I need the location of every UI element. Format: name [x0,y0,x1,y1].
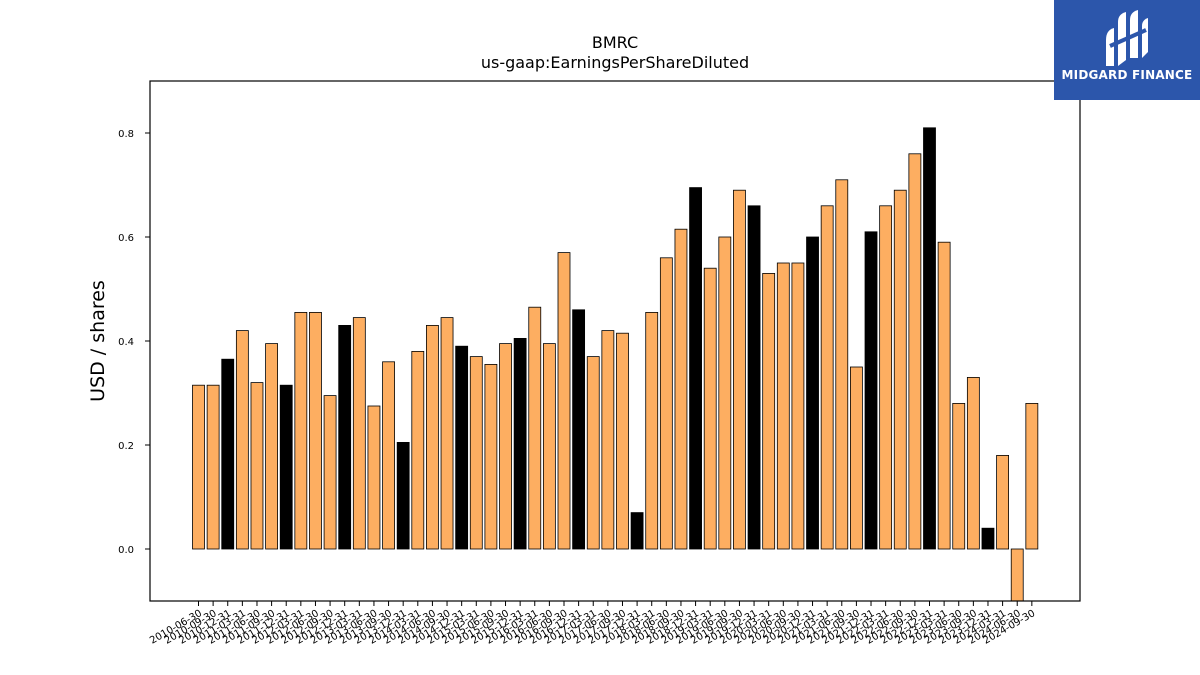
bars-group [192,127,1039,601]
bar-2011-12-31 [279,384,293,550]
bar-2011-03-31 [235,330,249,550]
bar-2015-03-31 [469,356,483,550]
bar-2019-06-30 [718,236,732,550]
bar-2018-06-30 [659,257,673,550]
bar-2014-09-30 [440,317,454,550]
bar-2012-06-30 [309,311,322,550]
bar-2017-03-31 [586,356,600,550]
bar-2010-09-30 [206,384,220,550]
bar-2013-06-30 [367,405,381,550]
bar-2018-03-31 [645,311,659,550]
bar-2019-09-30 [733,189,746,550]
bar-2015-12-31 [513,337,527,550]
bar-2022-06-30 [893,189,907,550]
bar-2019-03-31 [703,267,717,550]
bar-2012-03-31 [294,311,308,550]
bar-2023-06-30 [952,402,966,550]
bar-2020-03-31 [762,272,776,550]
bar-2012-09-30 [323,395,337,550]
bar-2011-09-30 [265,343,279,550]
y-tick-label: 0.6 [118,233,134,244]
bar-2020-12-31 [806,236,819,550]
bar-2010-06-30 [192,384,205,550]
bar-2016-12-31 [572,309,586,550]
midgard-logo-icon [1106,10,1148,66]
bar-2016-06-30 [542,343,556,550]
bar-2022-12-31 [923,127,936,550]
y-axis-label: USD / shares [87,280,109,402]
bar-2021-09-30 [850,366,863,550]
bar-2024-03-31 [996,454,1009,550]
midgard-finance-logo: MIDGARD FINANCE [1054,0,1200,100]
y-tick-label: 0.4 [118,337,134,348]
bar-2023-09-30 [966,376,980,550]
bar-2019-12-31 [747,205,761,550]
bar-2020-09-30 [791,262,805,550]
bar-2016-03-31 [528,306,542,550]
bar-2017-12-31 [630,512,644,550]
bar-2013-09-30 [382,361,395,550]
bar-2014-12-31 [455,345,469,550]
bar-2023-12-31 [981,527,995,550]
y-tick-label: 0.8 [118,129,134,140]
bar-2013-12-31 [396,441,410,550]
bar-2024-06-30 [1010,548,1024,601]
bar-2016-09-30 [557,252,571,550]
bar-2015-09-30 [499,343,512,550]
bar-2011-06-30 [250,382,264,550]
bar-2015-06-30 [484,363,498,550]
bar-2022-09-30 [908,153,922,550]
bar-2021-06-30 [835,179,849,550]
bar-2018-09-30 [674,228,688,550]
bar-2017-06-30 [601,330,615,550]
bar-2010-12-31 [221,358,235,550]
bar-2017-09-30 [616,332,629,550]
chart-title: BMRC [592,33,638,52]
bar-2022-03-31 [879,205,893,550]
bar-2021-03-31 [820,205,834,550]
bar-2012-12-31 [338,324,352,550]
bar-2023-03-31 [937,241,951,550]
logo-text: MIDGARD FINANCE [1061,68,1193,82]
bar-2013-03-31 [352,317,366,550]
bar-2014-06-30 [426,324,439,550]
y-tick-label: 0.2 [118,441,134,452]
bar-2018-12-31 [689,187,702,550]
bar-2014-03-31 [411,350,425,550]
bar-2021-12-31 [864,231,878,550]
bar-2024-09-30 [1025,402,1039,550]
bar-2020-06-30 [776,262,790,550]
chart-subtitle: us-gaap:EarningsPerShareDiluted [481,53,749,72]
y-tick-label: 0.0 [118,545,134,556]
